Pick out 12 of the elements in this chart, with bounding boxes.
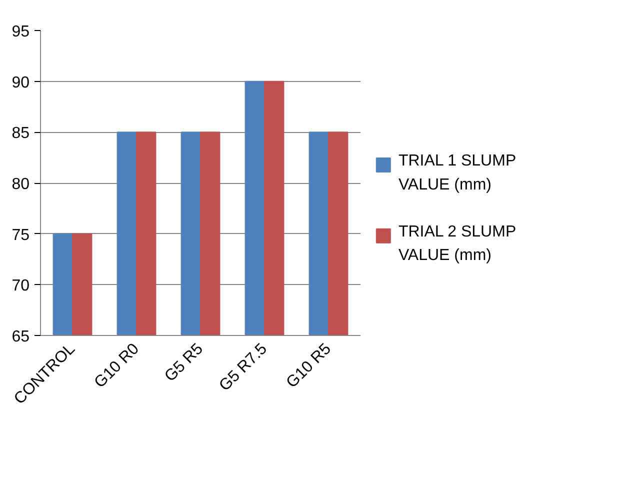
legend-label: TRIAL 1 SLUMP VALUE (mm) — [398, 152, 516, 194]
y-tick-label: 75 — [12, 226, 30, 244]
x-tick-label: G5 R5 — [162, 340, 207, 386]
y-tick-label: 95 — [12, 24, 30, 40]
x-tick-label: G10 R0 — [91, 340, 143, 392]
y-tick-label: 80 — [12, 176, 30, 193]
y-tick-label: 85 — [12, 125, 30, 142]
y-tick-label: 65 — [12, 328, 30, 346]
legend-label: TRIAL 2 SLUMP VALUE (mm) — [398, 223, 516, 264]
y-tick-label: 90 — [12, 74, 30, 92]
x-tick-label: G10 R5 — [283, 340, 335, 392]
y-tick-label: 70 — [12, 278, 30, 295]
